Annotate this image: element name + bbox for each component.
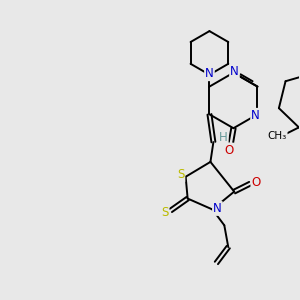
- Text: O: O: [251, 176, 261, 189]
- Text: N: N: [205, 67, 214, 80]
- Text: CH₃: CH₃: [268, 131, 287, 141]
- Text: S: S: [177, 168, 184, 181]
- Text: N: N: [251, 109, 260, 122]
- Text: O: O: [224, 143, 233, 157]
- Text: N: N: [213, 202, 222, 215]
- Text: N: N: [230, 65, 239, 78]
- Text: S: S: [161, 206, 169, 219]
- Text: H: H: [219, 130, 228, 144]
